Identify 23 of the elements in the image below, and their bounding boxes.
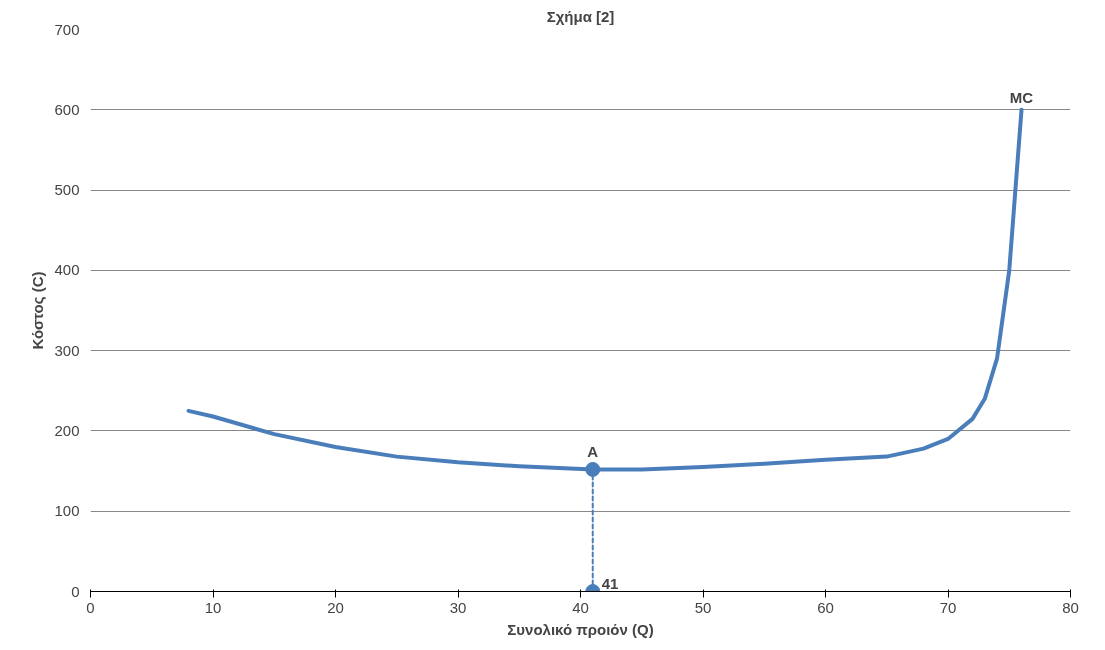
y-tick-label: 700 (54, 20, 80, 38)
y-tick-label: 400 (54, 261, 80, 279)
series-label: MC (1009, 88, 1034, 106)
x-tick-label: 50 (694, 598, 712, 616)
x-tick-label: 20 (327, 598, 344, 616)
annotation: A (587, 443, 599, 461)
x-tick-label: 40 (572, 598, 589, 616)
x-tick-label: 80 (1062, 598, 1079, 616)
y-tick-label: 600 (54, 100, 80, 118)
y-axis-title: Κόστος (C) (29, 271, 47, 350)
y-tick-label: 200 (54, 421, 80, 439)
annotation: 41 (601, 574, 619, 592)
x-tick-label: 60 (817, 598, 834, 616)
x-tick-label: 70 (939, 598, 957, 616)
y-tick-label: 300 (54, 341, 80, 359)
y-tick-label: 0 (71, 582, 80, 600)
y-tick-label: 500 (54, 181, 80, 199)
x-tick-label: 0 (86, 598, 95, 616)
x-tick-label: 10 (204, 598, 222, 616)
x-axis-title: Συνολικό προιόν (Q) (507, 620, 654, 638)
x-tick-label: 30 (449, 598, 467, 616)
y-tick-label: 100 (54, 502, 80, 520)
chart-title: Σχήμα [2] (546, 7, 615, 25)
